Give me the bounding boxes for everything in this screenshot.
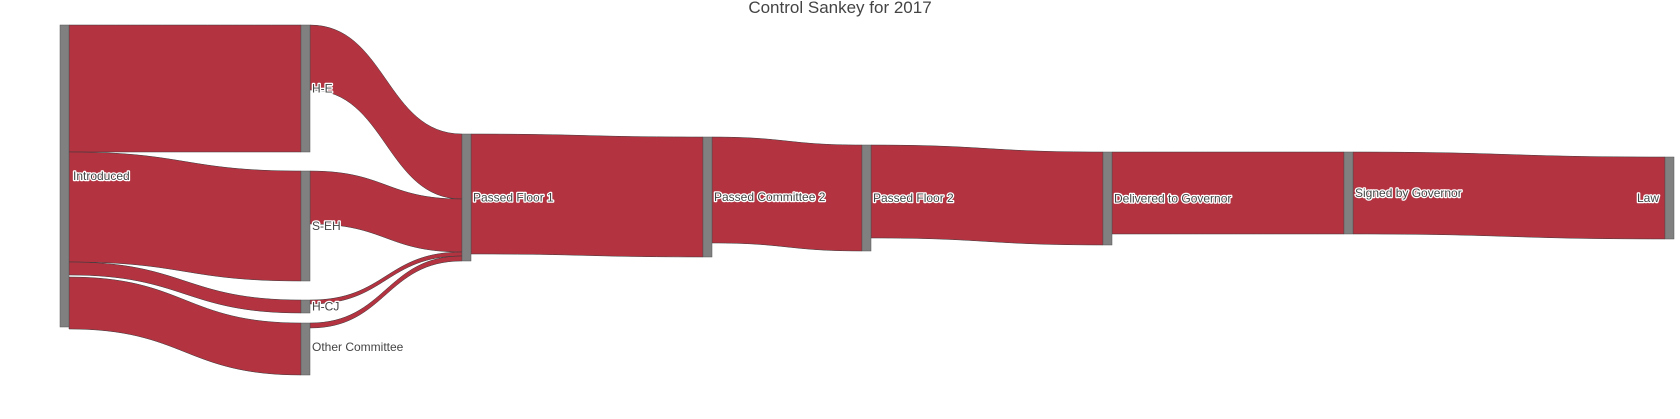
node-other-committee <box>300 322 311 376</box>
label-other-committee: Other Committee <box>312 340 404 354</box>
label-delivered-to-governor: Delivered to Governor <box>1114 192 1231 206</box>
node-passed-floor-2 <box>861 144 872 252</box>
node-s-eh <box>300 170 311 282</box>
label-passed-committee-2: Passed Committee 2 <box>714 190 826 204</box>
node-h-e <box>300 24 311 153</box>
link-introduced-to-h-e <box>68 24 302 153</box>
label-introduced: Introduced <box>73 169 130 183</box>
node-passed-committee-2 <box>702 136 713 258</box>
link-other-committee-to-passed-floor-1 <box>309 255 463 329</box>
links-layer <box>68 24 1666 376</box>
node-introduced <box>59 24 70 328</box>
label-passed-floor-2: Passed Floor 2 <box>873 191 954 205</box>
node-signed-by-governor <box>1343 151 1354 235</box>
label-passed-floor-1: Passed Floor 1 <box>473 191 554 205</box>
node-delivered-to-governor <box>1102 151 1113 246</box>
nodes-layer <box>59 24 1675 376</box>
label-signed-by-governor: Signed by Governor <box>1355 186 1462 200</box>
node-h-cj <box>300 299 311 314</box>
label-h-e: H-E <box>312 82 333 96</box>
label-s-eh: S-EH <box>312 219 341 233</box>
node-law <box>1664 156 1675 240</box>
labels-layer: Introduced H-E S-EH H-CJ Other Committee Pass… <box>72 80 1661 354</box>
node-passed-floor-1 <box>461 133 472 262</box>
label-h-cj: H-CJ <box>312 300 339 314</box>
label-law: Law <box>1637 191 1659 205</box>
chart-title: Control Sankey for 2017 <box>748 0 931 17</box>
